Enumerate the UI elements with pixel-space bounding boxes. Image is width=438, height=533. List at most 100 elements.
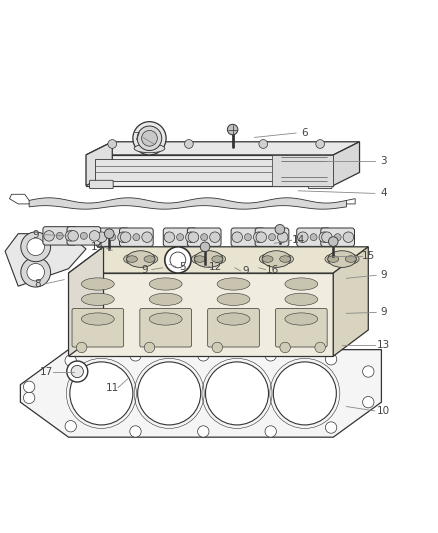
Ellipse shape [217, 293, 249, 305]
Ellipse shape [81, 313, 114, 325]
Circle shape [328, 237, 337, 246]
Ellipse shape [261, 251, 290, 268]
Circle shape [321, 232, 332, 243]
Circle shape [141, 232, 152, 243]
Circle shape [362, 366, 373, 377]
Text: 15: 15 [361, 251, 374, 261]
Circle shape [67, 361, 88, 382]
Circle shape [76, 342, 87, 353]
FancyBboxPatch shape [119, 228, 153, 246]
Circle shape [89, 231, 99, 241]
Text: 13: 13 [376, 340, 389, 350]
Text: 9: 9 [242, 266, 248, 276]
Circle shape [65, 421, 76, 432]
Text: 14: 14 [90, 242, 103, 252]
Circle shape [333, 233, 340, 241]
Circle shape [164, 232, 174, 243]
Circle shape [231, 232, 242, 243]
Text: 10: 10 [376, 406, 389, 416]
Circle shape [133, 122, 166, 155]
Text: 16: 16 [265, 264, 278, 274]
Circle shape [120, 232, 131, 243]
Polygon shape [272, 155, 332, 185]
Circle shape [27, 263, 44, 281]
Ellipse shape [284, 313, 317, 325]
Polygon shape [332, 247, 367, 356]
Ellipse shape [194, 256, 205, 262]
Circle shape [71, 366, 83, 378]
Circle shape [265, 426, 276, 437]
Circle shape [130, 350, 141, 361]
Ellipse shape [259, 254, 276, 264]
Circle shape [253, 232, 263, 243]
Circle shape [255, 232, 266, 243]
FancyBboxPatch shape [163, 228, 197, 246]
Polygon shape [86, 142, 112, 185]
FancyBboxPatch shape [72, 309, 124, 347]
FancyBboxPatch shape [320, 228, 354, 246]
Circle shape [141, 131, 157, 146]
Circle shape [130, 426, 141, 437]
Ellipse shape [149, 278, 182, 290]
Ellipse shape [345, 256, 356, 262]
Circle shape [68, 231, 78, 241]
Ellipse shape [261, 256, 272, 262]
Text: 6: 6 [301, 128, 307, 138]
Circle shape [188, 232, 198, 243]
Circle shape [258, 140, 267, 148]
FancyBboxPatch shape [207, 309, 259, 347]
Text: 11: 11 [106, 383, 119, 393]
Circle shape [176, 233, 183, 241]
Circle shape [209, 232, 219, 243]
Polygon shape [20, 350, 381, 437]
Circle shape [325, 422, 336, 433]
Text: 8: 8 [35, 279, 41, 289]
Circle shape [44, 231, 54, 241]
Ellipse shape [342, 254, 358, 264]
Ellipse shape [149, 313, 182, 325]
Circle shape [273, 362, 336, 425]
Ellipse shape [81, 278, 114, 290]
Ellipse shape [212, 256, 222, 262]
Ellipse shape [141, 254, 157, 264]
Text: 12: 12 [208, 262, 221, 271]
FancyBboxPatch shape [296, 228, 330, 246]
Polygon shape [332, 142, 359, 185]
Circle shape [205, 362, 268, 425]
Text: 14: 14 [291, 235, 304, 245]
Circle shape [325, 353, 336, 365]
Circle shape [268, 233, 275, 241]
Circle shape [21, 257, 50, 287]
Circle shape [318, 232, 329, 243]
Circle shape [27, 238, 44, 255]
Ellipse shape [276, 254, 293, 264]
Circle shape [21, 232, 50, 262]
Ellipse shape [144, 256, 155, 262]
Circle shape [227, 124, 237, 135]
FancyBboxPatch shape [95, 228, 129, 246]
Circle shape [314, 342, 325, 353]
FancyBboxPatch shape [254, 228, 288, 246]
Circle shape [56, 232, 63, 239]
FancyBboxPatch shape [275, 309, 326, 347]
Ellipse shape [324, 254, 341, 264]
Polygon shape [68, 247, 367, 273]
Text: 4: 4 [379, 189, 386, 198]
Ellipse shape [327, 256, 338, 262]
Text: 17: 17 [40, 367, 53, 376]
Circle shape [144, 342, 154, 353]
Ellipse shape [279, 256, 290, 262]
Circle shape [197, 426, 208, 437]
Circle shape [343, 232, 353, 243]
Circle shape [117, 232, 128, 243]
Circle shape [109, 233, 116, 241]
Text: 9: 9 [379, 270, 386, 280]
Text: 5: 5 [179, 262, 185, 271]
Circle shape [277, 232, 287, 243]
Polygon shape [95, 159, 326, 181]
Text: 7: 7 [133, 132, 139, 142]
Circle shape [184, 140, 193, 148]
Text: 9: 9 [379, 308, 386, 318]
Ellipse shape [194, 251, 222, 268]
Ellipse shape [126, 251, 155, 268]
